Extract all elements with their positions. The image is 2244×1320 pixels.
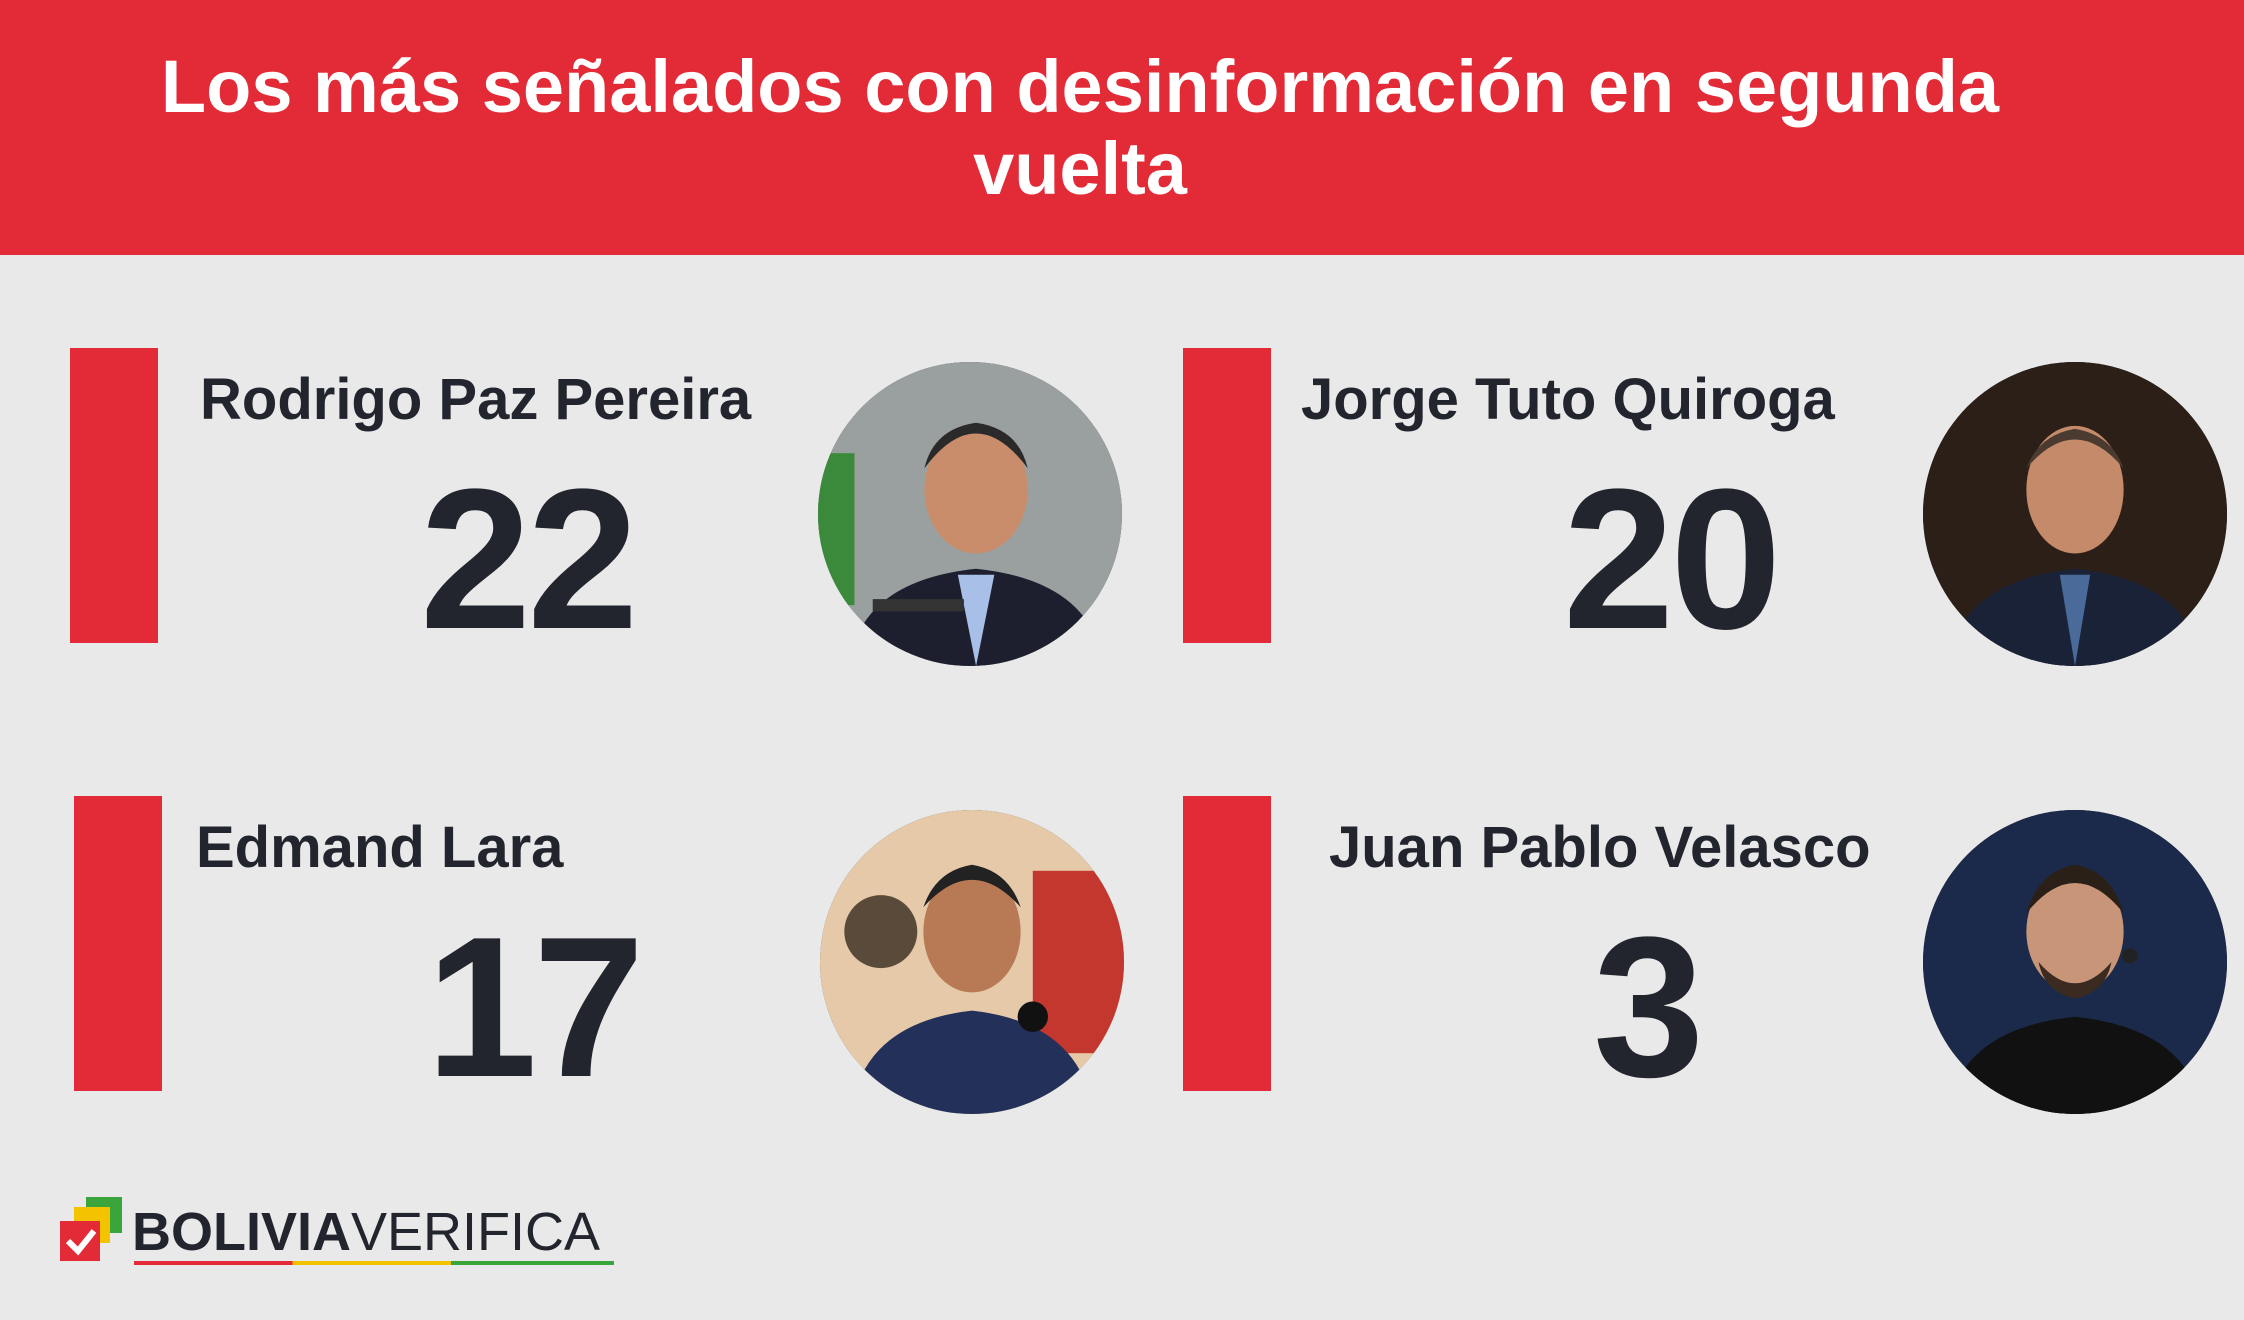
candidate-card-edmand-lara: Edmand Lara 17 bbox=[74, 796, 1174, 1116]
candidate-count: 17 bbox=[426, 896, 644, 1119]
candidate-name: Rodrigo Paz Pereira bbox=[200, 367, 752, 432]
check-badge-icon bbox=[60, 1197, 122, 1261]
candidate-count: 20 bbox=[1563, 448, 1781, 671]
logo-wordmark: BOLIVIAVERIFICA bbox=[132, 1201, 600, 1263]
person-portrait-icon bbox=[1923, 362, 2227, 666]
person-portrait-icon bbox=[818, 362, 1122, 666]
page-title: Los más señalados con desinformación en … bbox=[160, 45, 2000, 210]
brand-logo: BOLIVIAVERIFICA bbox=[56, 1195, 614, 1265]
accent-bar bbox=[1183, 348, 1271, 643]
candidate-card-jorge-quiroga: Jorge Tuto Quiroga 20 bbox=[1183, 348, 2244, 668]
accent-bar bbox=[1183, 796, 1271, 1091]
candidate-name: Jorge Tuto Quiroga bbox=[1301, 367, 1835, 432]
accent-bar bbox=[74, 796, 162, 1091]
person-portrait-icon bbox=[820, 810, 1124, 1114]
candidate-photo bbox=[820, 810, 1124, 1114]
candidate-name: Edmand Lara bbox=[196, 815, 564, 880]
candidate-card-juan-pablo-velasco: Juan Pablo Velasco 3 bbox=[1183, 796, 2244, 1116]
person-portrait-icon bbox=[1923, 810, 2227, 1114]
candidate-photo bbox=[1923, 362, 2227, 666]
header-banner: Los más señalados con desinformación en … bbox=[0, 0, 2244, 255]
candidate-photo bbox=[1923, 810, 2227, 1114]
candidate-count: 22 bbox=[420, 448, 638, 671]
candidate-count: 3 bbox=[1593, 896, 1704, 1119]
logo-bold-text: BOLIVIA bbox=[132, 1202, 352, 1262]
candidate-photo bbox=[818, 362, 1122, 666]
candidate-name: Juan Pablo Velasco bbox=[1329, 815, 1871, 880]
logo-light-text: VERIFICA bbox=[351, 1202, 601, 1262]
logo-underline bbox=[134, 1261, 614, 1265]
candidate-card-rodrigo-paz: Rodrigo Paz Pereira 22 bbox=[70, 348, 1170, 668]
accent-bar bbox=[70, 348, 158, 643]
